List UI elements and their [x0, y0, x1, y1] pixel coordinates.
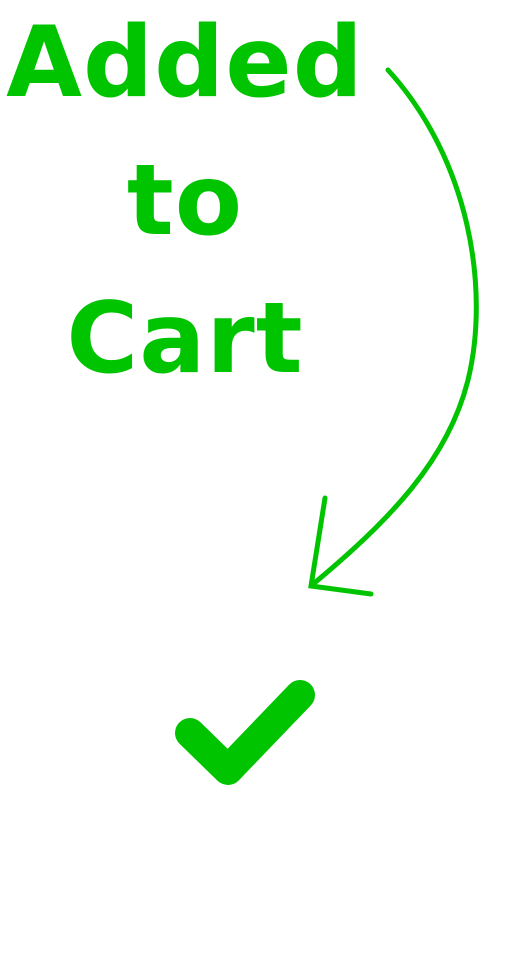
- heading-line-cart: Cart: [66, 282, 304, 396]
- heading-line-added: Added: [6, 6, 364, 120]
- heading-line-to: to: [126, 144, 244, 258]
- added-to-cart-heading: Added to Cart: [0, 0, 370, 408]
